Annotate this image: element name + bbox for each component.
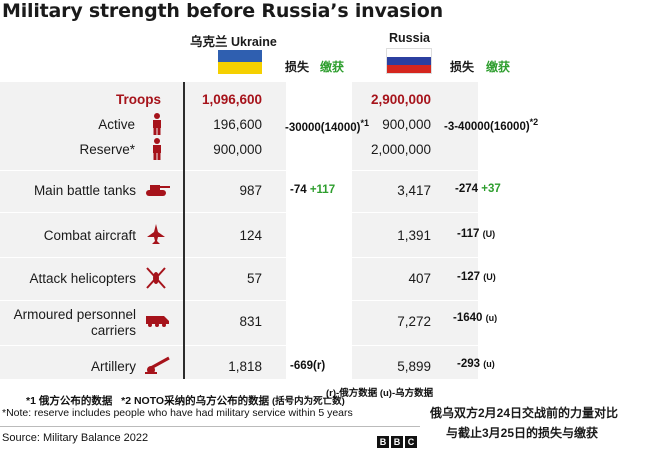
bbc-logo-letter: C xyxy=(405,436,417,448)
ua-apc-value: 831 xyxy=(239,314,262,329)
ua-troops-value: 1,096,600 xyxy=(201,92,262,107)
source-legend-cn: (r)-俄方数据 (u)-乌方数据 xyxy=(326,388,434,399)
source-marker: (U) xyxy=(483,272,496,282)
ru-apc-value: 7,272 xyxy=(397,314,431,329)
ru-tanks-captured-value: +37 xyxy=(481,183,501,195)
source-marker: (U) xyxy=(482,229,496,239)
ru-active-value: 900,000 xyxy=(382,117,431,132)
jet-icon xyxy=(147,224,165,244)
row-label-troops: Troops xyxy=(115,92,161,107)
row-divider xyxy=(0,257,478,258)
footnote-marker: *2 xyxy=(529,117,539,127)
row-label-active: Active xyxy=(98,117,135,132)
footnote-cn-1: *1 俄方公布的数据 xyxy=(26,395,113,407)
ru-aircraft-value: 1,391 xyxy=(397,228,431,243)
ru-helicopters-value: 407 xyxy=(408,271,431,286)
ua-loss-header: 损失 xyxy=(285,60,310,74)
ua-captured-header: 缴获 xyxy=(320,60,345,74)
ru-reserve-value: 2,000,000 xyxy=(370,142,431,157)
row-divider xyxy=(0,170,478,171)
ru-tanks-loss: -274 +37 xyxy=(455,183,501,195)
source-marker: (u) xyxy=(485,313,498,323)
ru-tanks-value: 3,417 xyxy=(397,183,431,198)
ru-artillery-value: 5,899 xyxy=(397,359,431,374)
ua-active-loss: -30000(14000)*1 xyxy=(285,118,369,134)
ua-active-loss-value: -30000(14000) xyxy=(285,121,361,134)
row-label-reserve: Reserve* xyxy=(79,142,135,157)
ua-tanks-loss-value: -74 xyxy=(290,184,307,196)
ua-aircraft-value: 124 xyxy=(239,228,262,243)
ru-apc-loss: -1640 (u) xyxy=(453,312,497,324)
ua-active-value: 196,600 xyxy=(213,117,262,132)
footnote-cn-2-paren: (括号内为死亡数) xyxy=(272,396,345,407)
row-divider xyxy=(0,212,478,213)
ru-apc-loss-value: -1640 xyxy=(453,312,483,324)
row-divider xyxy=(0,300,478,301)
ru-captured-header: 缴获 xyxy=(486,60,511,74)
ru-helicopters-loss: -127 (U) xyxy=(457,271,496,283)
ua-tanks-captured-value: +117 xyxy=(309,184,336,196)
soldier-icon xyxy=(153,113,161,135)
ru-tanks-loss-value: -274 xyxy=(455,183,479,195)
ru-artillery-loss: -293 (u) xyxy=(457,358,495,370)
bbc-logo-letter: B xyxy=(377,436,389,448)
row-label-apc: Armoured personnel carriers xyxy=(2,307,136,339)
row-label-artillery: Artillery xyxy=(90,359,136,374)
ru-troops-value: 2,900,000 xyxy=(370,92,431,107)
summary-line2: 与截止3月25日的损失与缴获 xyxy=(446,426,599,440)
column-gap xyxy=(286,82,352,379)
reserve-note: *Note: reserve includes people who have … xyxy=(2,407,353,419)
row-label-tanks: Main battle tanks xyxy=(33,183,136,198)
row-label-apc-line1: Armoured personnel xyxy=(13,307,136,322)
source-marker: (u) xyxy=(483,359,495,369)
summary-line1: 俄乌双方2月24日交战前的力量对比 xyxy=(430,406,619,420)
reservist-icon xyxy=(153,138,161,160)
row-label-helicopters: Attack helicopters xyxy=(29,271,136,286)
ua-tanks-loss: -74 +117 xyxy=(290,184,335,196)
label-column-divider xyxy=(183,82,185,379)
footnote-marker: *1 xyxy=(360,118,369,128)
source-note: Source: Military Balance 2022 xyxy=(2,432,149,444)
ua-artillery-loss: -669(r) xyxy=(290,360,326,372)
ua-helicopters-value: 57 xyxy=(246,271,262,286)
ru-artillery-loss-value: -293 xyxy=(457,358,481,370)
ukraine-cn-label: 乌克兰 xyxy=(190,35,228,49)
page-title: Military strength before Russia’s invasi… xyxy=(2,0,443,22)
russia-flag xyxy=(386,48,432,74)
ua-reserve-value: 900,000 xyxy=(213,142,262,157)
ru-loss-header: 损失 xyxy=(450,60,475,74)
ru-active-loss-value: -3-40000(16000) xyxy=(444,120,530,133)
ua-tanks-value: 987 xyxy=(239,183,262,198)
ukraine-flag xyxy=(218,50,262,74)
table-background xyxy=(0,82,478,379)
artillery-icon xyxy=(145,356,170,374)
ru-active-loss: -3-40000(16000)*2 xyxy=(444,117,538,133)
ru-aircraft-loss: -117 (U) xyxy=(457,228,495,240)
bbc-logo-letter: B xyxy=(391,436,403,448)
ukraine-header: 乌克兰 Ukraine xyxy=(190,31,277,50)
ua-artillery-value: 1,818 xyxy=(228,359,262,374)
row-label-apc-line2: carriers xyxy=(90,323,136,338)
ru-aircraft-loss-value: -117 xyxy=(457,228,480,240)
footnote-cn-2: *2 NOTO采纳的乌方公布的数据 xyxy=(121,395,270,407)
footnote-cn: *1 俄方公布的数据 *2 NOTO采纳的乌方公布的数据 (括号内为死亡数) xyxy=(26,393,345,408)
row-label-aircraft: Combat aircraft xyxy=(43,228,136,243)
helicopter-icon xyxy=(146,267,166,289)
ukraine-label: Ukraine xyxy=(231,35,277,49)
ru-helicopters-loss-value: -127 xyxy=(457,271,481,283)
footer-divider xyxy=(0,426,420,427)
russia-label: Russia xyxy=(389,31,430,45)
apc-icon xyxy=(146,316,169,327)
row-divider xyxy=(0,345,478,346)
tank-icon xyxy=(146,185,170,196)
